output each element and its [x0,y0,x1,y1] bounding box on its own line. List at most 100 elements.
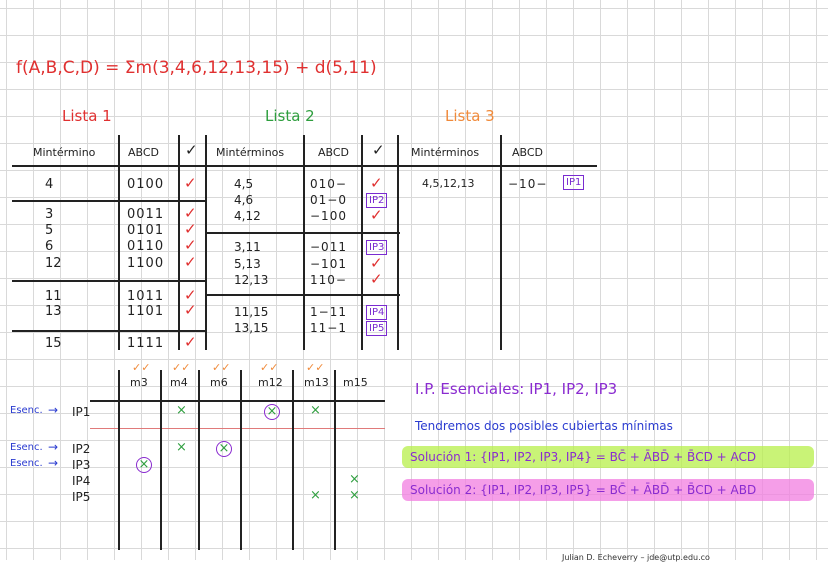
group-rule [12,200,207,202]
solution-2: Solución 2: {IP1, IP2, IP3, IP5} = BC̄ +… [410,483,757,497]
check-mark: ✓ [370,206,383,224]
t1-binary: 0100 [127,177,165,192]
covered-tick: ✓✓ [306,361,325,374]
check-mark: ✓ [370,174,383,192]
header-check-2: ✓ [372,141,385,159]
prime-implicant-tag: IP3 [366,240,388,255]
t2-minterms: 5,13 [234,257,261,271]
t2-binary: 1−11 [310,305,347,319]
pi-chart-row-label: IP4 [72,474,91,488]
prime-implicant-tag: IP4 [366,305,388,320]
check-mark: ✓ [184,204,197,222]
pi-chart-divider [334,370,336,550]
coverage-mark: × [349,472,360,487]
coverage-mark: × [176,440,187,455]
header-abcd-3: ABCD [512,146,544,159]
pi-chart-column: m6 [210,376,228,389]
check-mark: ✓ [370,254,383,272]
pi-chart-row-label: IP2 [72,442,91,456]
solution1-highlight [402,446,814,468]
covered-tick: ✓✓ [132,361,151,374]
prime-implicant-tag: IP1 [563,175,585,190]
pi-chart-divider [240,370,242,550]
t1-minterm: 11 [45,289,62,304]
pi-chart-column: m12 [258,376,283,389]
t1-minterm: 4 [45,177,54,192]
header-abcd-2: ABCD [318,146,350,159]
t2-minterms: 4,6 [234,193,254,207]
t2-binary: 01−0 [310,193,347,207]
header-check-1: ✓ [185,141,198,159]
t2-binary: −101 [310,257,347,271]
header-mintermino-1: Mintérmino [33,146,96,159]
pi-chart-row-label: IP3 [72,458,91,472]
check-mark: ✓ [184,236,197,254]
t2-minterms: 13,15 [234,321,269,335]
coverage-mark: × [310,403,321,418]
pi-chart-row-label: IP1 [72,405,91,419]
check-mark: ✓ [184,174,197,192]
coverage-mark: × [136,457,152,473]
arrow-icon: → [48,403,59,417]
check-mark: ✓ [184,286,197,304]
divider [178,135,180,350]
t2-minterms: 12,13 [234,273,269,287]
coverage-mark: × [176,403,187,418]
check-mark: ✓ [184,301,197,319]
t2-binary: −100 [310,209,347,223]
coverage-mark: × [349,488,360,503]
header-mintermino-3: Mintérminos [411,146,480,159]
t1-binary: 1011 [127,289,165,304]
t1-minterm: 5 [45,223,54,238]
divider [397,135,399,350]
header-mintermino-2: Mintérminos [216,146,285,159]
pi-chart-header-rule [90,400,385,402]
t1-binary: 0101 [127,223,165,238]
group-rule [12,330,207,332]
arrow-icon: → [48,456,59,470]
header-abcd-1: ABCD [128,146,160,159]
minimal-covers-note: Tendremos dos posibles cubiertas mínimas [415,419,673,433]
t1-binary: 0011 [127,207,165,222]
covered-tick: ✓✓ [172,361,191,374]
function-formula: f(A,B,C,D) = Σm(3,4,6,12,13,15) + d(5,11… [16,58,377,78]
t2-minterms: 4,5 [234,177,254,191]
arrow-icon: → [48,440,59,454]
pi-chart-divider [160,370,162,550]
divider [500,135,502,350]
t2-binary: 11−1 [310,321,347,335]
t1-minterm: 3 [45,207,54,222]
group-rule [12,280,207,282]
t1-binary: 1100 [127,256,165,271]
prime-implicant-tag: IP2 [366,193,388,208]
pi-chart-divider [118,370,120,550]
t3-minterms: 4,5,12,13 [422,177,475,190]
essential-marker: Esenc. [10,458,43,469]
prime-implicant-tag: IP5 [366,321,388,336]
t1-binary: 1101 [127,304,165,319]
pi-chart-column: m3 [130,376,148,389]
coverage-mark: × [216,441,232,457]
pi-chart-rule [90,428,385,429]
essential-pis: I.P. Esenciales: IP1, IP2, IP3 [415,380,618,398]
t1-binary: 0110 [127,239,165,254]
pi-chart-row-label: IP5 [72,490,91,504]
t2-minterms: 3,11 [234,240,261,254]
coverage-mark: × [310,488,321,503]
lista2-title: Lista 2 [265,107,315,125]
lista3-title: Lista 3 [445,107,495,125]
essential-marker: Esenc. [10,442,43,453]
t2-minterms: 4,12 [234,209,261,223]
divider [303,135,305,350]
footer-credit: Julian D. Echeverry – jde@utp.edu.co [562,553,710,562]
check-mark: ✓ [184,253,197,271]
pi-chart-divider [198,370,200,550]
solution2-highlight [402,479,814,501]
divider [205,135,207,350]
covered-tick: ✓✓ [212,361,231,374]
pi-chart-column: m15 [343,376,368,389]
t3-binary: −10− [508,177,548,191]
solution-1: Solución 1: {IP1, IP2, IP3, IP4} = BC̄ +… [410,450,757,464]
coverage-mark: × [264,404,280,420]
pi-chart-column: m13 [304,376,329,389]
